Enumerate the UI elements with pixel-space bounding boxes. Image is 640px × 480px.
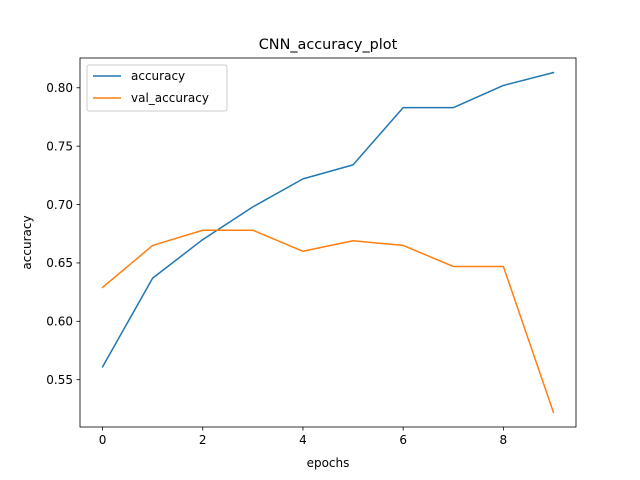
legend-label-val-accuracy: val_accuracy [131, 91, 209, 105]
x-tick-label: 8 [500, 433, 508, 447]
y-tick-label: 0.70 [46, 198, 73, 212]
x-tick-label: 2 [199, 433, 207, 447]
x-axis: 0 2 4 6 8 [99, 427, 507, 447]
x-tick-label: 0 [99, 433, 107, 447]
legend-frame [86, 64, 228, 112]
series-layer [101, 71, 555, 414]
plot-area [79, 57, 577, 428]
x-tick-label: 4 [299, 433, 307, 447]
x-axis-label: epochs [307, 456, 350, 470]
legend: accuracy val_accuracy [86, 64, 228, 112]
y-tick-label: 0.55 [46, 373, 73, 387]
axes-frame [79, 57, 577, 428]
y-tick-label: 0.65 [46, 256, 73, 270]
y-axis-label: accuracy [20, 215, 34, 269]
y-tick-label: 0.75 [46, 139, 73, 153]
chart-title: CNN_accuracy_plot [259, 37, 398, 53]
x-tick-label: 6 [399, 433, 407, 447]
y-tick-label: 0.60 [46, 315, 73, 329]
series-line-val-accuracy [101, 229, 555, 414]
legend-label-accuracy: accuracy [131, 69, 185, 83]
y-axis: 0.55 0.60 0.65 0.70 0.75 0.80 [46, 81, 80, 387]
y-tick-label: 0.80 [46, 81, 73, 95]
series-line-accuracy [101, 71, 555, 368]
